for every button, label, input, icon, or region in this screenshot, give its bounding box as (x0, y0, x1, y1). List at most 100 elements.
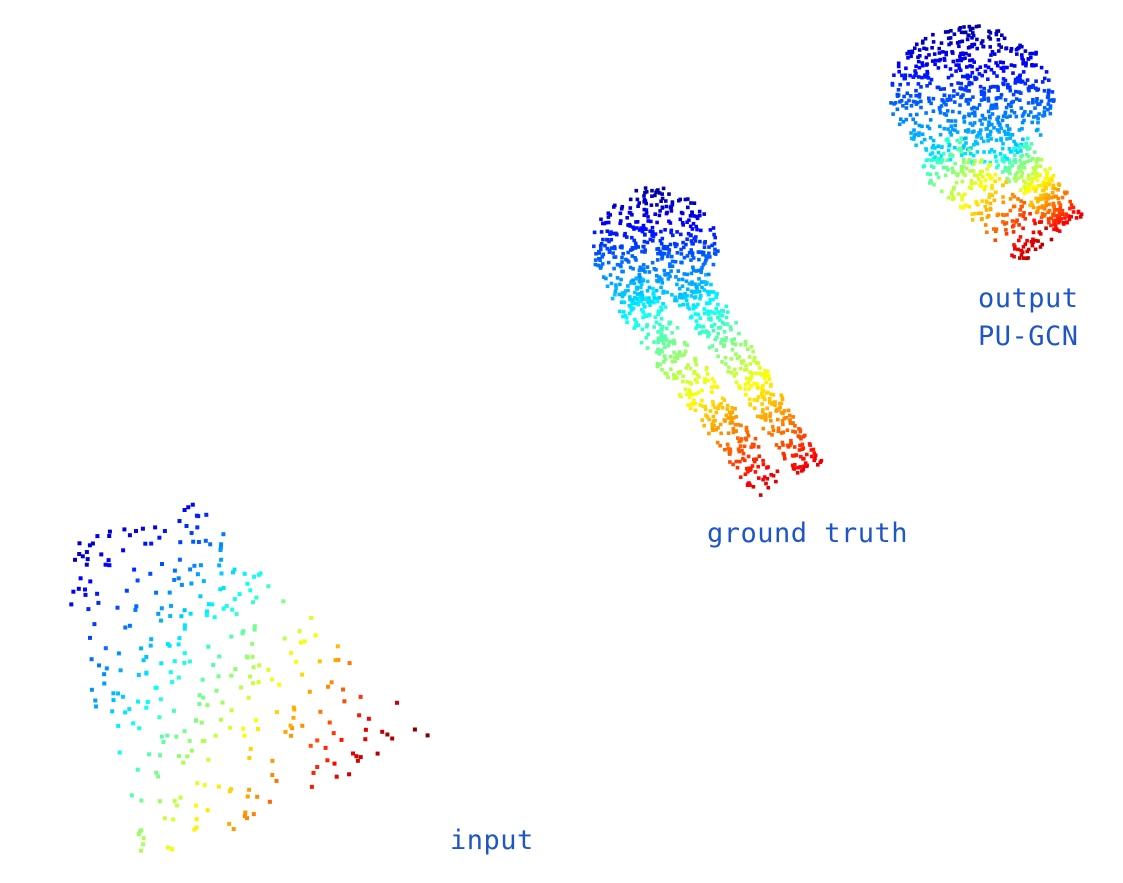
output-point (1001, 195, 1005, 199)
output-point (1051, 218, 1056, 223)
output-point (939, 104, 944, 108)
output-point (1021, 70, 1026, 74)
output-point (1038, 102, 1042, 106)
output-point (1032, 150, 1037, 154)
output-point (946, 30, 950, 34)
input-point (204, 512, 209, 517)
ground-truth-point (804, 464, 809, 469)
input-point (169, 603, 173, 608)
output-point (977, 24, 981, 28)
ground-truth-point (624, 257, 628, 262)
ground-truth-point (706, 334, 710, 339)
ground-truth-point (741, 451, 746, 456)
output-point (979, 41, 984, 45)
input-point (103, 646, 108, 651)
input-point (134, 604, 139, 609)
output-point (964, 203, 968, 208)
ground-truth-point (685, 272, 690, 277)
input-point (216, 674, 221, 679)
ground-truth-point (657, 352, 662, 356)
input-point (136, 699, 140, 704)
output-point (1040, 197, 1045, 201)
ground-truth-point (707, 431, 711, 436)
output-point (1046, 91, 1051, 96)
output-point (952, 32, 957, 36)
output-point (931, 109, 936, 113)
ground-truth-point (807, 442, 812, 446)
output-point (1056, 188, 1060, 192)
ground-truth-point (747, 397, 752, 402)
ground-truth-point (679, 252, 684, 256)
output-point (920, 124, 924, 129)
ground-truth-point (752, 381, 756, 386)
output-point (1045, 175, 1050, 180)
ground-truth-point (710, 426, 715, 430)
output-point (972, 121, 977, 125)
ground-truth-point (633, 324, 638, 328)
output-point (980, 122, 984, 126)
input-point (154, 685, 159, 690)
output-point (1031, 186, 1035, 191)
ground-truth-point (709, 282, 713, 287)
output-point (993, 172, 998, 177)
ground-truth-point (699, 270, 703, 275)
ground-truth-point (666, 344, 671, 348)
ground-truth-point (659, 305, 663, 310)
input-point (168, 614, 173, 618)
ground-truth-point (628, 265, 633, 270)
ground-truth-point (675, 356, 680, 360)
input-point (299, 640, 303, 645)
ground-truth-point (696, 289, 700, 294)
output-point (979, 184, 984, 189)
output-point (1064, 212, 1068, 217)
ground-truth-point (656, 340, 660, 345)
ground-truth-point (633, 256, 637, 260)
output-point (1000, 146, 1005, 151)
ground-truth-point (626, 284, 630, 288)
output-point (1003, 78, 1008, 83)
ground-truth-point (769, 473, 773, 477)
input-point (351, 751, 355, 756)
ground-truth-point (714, 348, 719, 352)
output-point (987, 120, 991, 124)
ground-truth-point (708, 409, 713, 413)
input-point (159, 661, 164, 666)
output-point (1035, 209, 1040, 214)
ground-truth-point (653, 193, 657, 198)
ground-truth-point (729, 327, 733, 332)
ground-truth-point (739, 439, 743, 443)
ground-truth-point (641, 268, 645, 273)
ground-truth-point (738, 459, 742, 464)
ground-truth-point (738, 366, 743, 371)
ground-truth-point (672, 341, 676, 346)
output-point (950, 154, 955, 158)
output-point (954, 180, 959, 185)
output-point (1044, 226, 1048, 230)
output-point (950, 73, 954, 78)
output-point (985, 172, 990, 177)
output-point (974, 76, 979, 81)
output-point (948, 157, 953, 162)
ground-truth-point (751, 485, 756, 489)
output-point (1015, 52, 1019, 56)
ground-truth-point (636, 302, 640, 307)
output-point (967, 112, 971, 116)
ground-truth-point (665, 372, 669, 376)
ground-truth-point (685, 294, 689, 298)
ground-truth-point (667, 192, 671, 196)
ground-truth-point (642, 226, 647, 231)
output-point (1026, 57, 1031, 61)
output-point (1018, 43, 1022, 48)
output-point (904, 106, 909, 110)
ground-truth-point (770, 402, 774, 406)
ground-truth-point (688, 366, 693, 371)
output-point (978, 132, 982, 136)
ground-truth-point (647, 312, 651, 317)
ground-truth-point (734, 380, 739, 385)
input-point (84, 550, 89, 554)
input-point (194, 825, 199, 830)
ground-truth-point (710, 385, 714, 390)
input-point (395, 700, 399, 705)
ground-truth-point (711, 297, 715, 302)
input-point (89, 657, 94, 662)
